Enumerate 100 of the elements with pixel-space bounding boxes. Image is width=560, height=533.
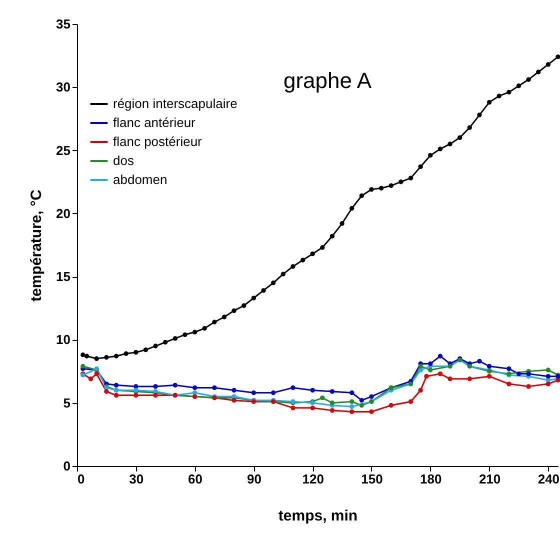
point <box>134 350 138 355</box>
legend-label: région interscapulaire <box>113 96 238 111</box>
x-tick-label: 60 <box>188 472 203 486</box>
x-axis-title: temps, min <box>278 508 358 524</box>
point <box>428 361 433 366</box>
point <box>114 354 119 358</box>
x-tick-label: 180 <box>420 472 442 486</box>
point <box>330 389 335 394</box>
point <box>114 392 119 398</box>
point <box>516 371 522 376</box>
point <box>124 351 128 356</box>
point <box>556 54 560 60</box>
point <box>506 382 512 386</box>
point <box>251 390 256 396</box>
point <box>172 336 178 341</box>
point <box>467 125 472 130</box>
point <box>359 193 364 198</box>
point <box>418 164 423 170</box>
point <box>310 252 315 256</box>
point <box>516 84 522 88</box>
point <box>340 221 344 226</box>
point <box>526 77 531 82</box>
point <box>546 368 551 372</box>
point <box>369 409 374 414</box>
point <box>143 347 148 352</box>
point <box>300 258 306 262</box>
point <box>330 234 335 238</box>
y-axis-title: température, °C <box>28 189 46 302</box>
point <box>242 303 246 308</box>
point <box>398 180 404 184</box>
point <box>202 326 207 331</box>
point <box>104 389 109 394</box>
point <box>378 186 384 191</box>
point <box>438 146 443 152</box>
point <box>477 358 482 364</box>
point <box>163 340 168 345</box>
point <box>408 176 414 180</box>
point <box>546 374 551 379</box>
point <box>310 388 315 393</box>
point <box>418 364 423 369</box>
legend-label: flanc antérieur <box>113 115 196 130</box>
point <box>359 403 364 408</box>
point <box>428 152 433 158</box>
point <box>408 399 414 404</box>
point <box>388 183 394 188</box>
x-tick-label: 120 <box>302 472 324 486</box>
point <box>486 100 492 105</box>
point <box>486 364 492 369</box>
point <box>88 376 94 382</box>
point <box>428 368 433 372</box>
point <box>270 390 276 396</box>
point <box>350 206 354 211</box>
x-tick-label: 150 <box>361 472 383 486</box>
x-tick-label: 210 <box>478 472 501 486</box>
point <box>212 320 217 324</box>
point <box>350 409 354 414</box>
point <box>153 344 158 348</box>
point <box>536 70 541 74</box>
point <box>134 392 138 398</box>
point <box>192 385 198 390</box>
legend-label: flanc postérieur <box>113 134 203 149</box>
y-tick-label: 5 <box>63 395 70 410</box>
x-tick-label: 30 <box>129 472 144 486</box>
point <box>153 392 158 398</box>
point <box>438 371 443 376</box>
legend-label: abdomen <box>113 172 168 187</box>
point <box>94 356 99 361</box>
point <box>526 371 531 376</box>
point <box>369 394 374 399</box>
point <box>350 390 354 396</box>
x-tick-label: 0 <box>78 472 85 486</box>
point <box>546 62 551 67</box>
point <box>320 245 325 250</box>
point <box>94 371 99 376</box>
point <box>320 395 325 400</box>
y-tick-label: 20 <box>56 206 70 221</box>
point <box>80 352 86 358</box>
point <box>496 94 502 98</box>
point <box>261 288 266 293</box>
point <box>290 264 296 269</box>
y-tick-label: 35 <box>56 16 70 32</box>
point <box>350 404 354 409</box>
point <box>310 406 315 410</box>
point <box>350 399 354 404</box>
point <box>104 355 109 360</box>
point <box>80 364 86 369</box>
point <box>280 272 286 276</box>
y-tick-label: 30 <box>56 80 70 95</box>
y-tick-label: 0 <box>63 458 70 474</box>
point <box>467 376 472 382</box>
point <box>290 406 296 410</box>
point <box>418 388 423 393</box>
point <box>153 384 158 389</box>
point <box>457 135 462 140</box>
point <box>222 314 227 320</box>
point <box>359 398 364 403</box>
y-tick-label: 25 <box>56 142 70 158</box>
point <box>114 382 119 388</box>
point <box>506 366 512 372</box>
point <box>369 187 374 192</box>
